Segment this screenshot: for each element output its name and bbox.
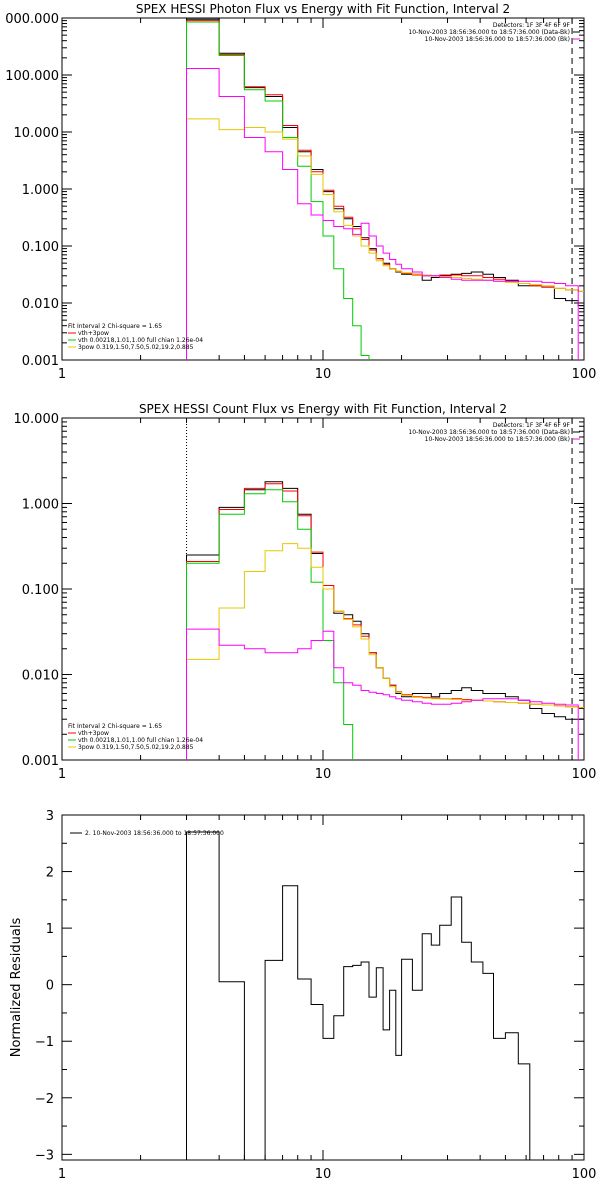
fit-legend-text: 3pow 0.319,1.50,7.50,5.02,19.2,0.885: [78, 344, 194, 351]
series-4-line: [186, 118, 584, 360]
x-tick-label: 10: [315, 767, 332, 782]
x-tick-label: 100: [572, 767, 597, 782]
fit-legend-header: Fit Interval 2 Chi-square = 1.65: [68, 323, 162, 330]
y-tick-label: −2: [35, 1092, 54, 1107]
x-tick-label: 10: [315, 1167, 332, 1182]
fit-legend-text: 3pow 0.319,1.50,7.50,5.02,19.2,0.885: [78, 744, 194, 751]
y-axis-label: Normalized Residuals: [9, 918, 24, 1058]
y-tick-label: 0: [46, 979, 54, 994]
x-tick-label: 1: [58, 1167, 66, 1182]
data-series-group: [186, 481, 584, 760]
y-tick-label: −3: [35, 1148, 54, 1163]
fit-legend-text: vth+3pow: [78, 730, 109, 737]
y-tick-label: 2: [46, 866, 54, 881]
y-tick-label: 0.100: [22, 240, 59, 255]
y-tick-label: 0.100: [22, 583, 59, 598]
top-legend-text: 10-Nov-2003 18:56:36.000 to 18:57:36.000…: [425, 36, 570, 43]
panel-3: 1 10 100 −3 −2 −1 0 1 2 3 Normalized Residuals 2. 1…: [9, 809, 596, 1182]
fit-legend-text: vth 0.00218,1.01,1.00 full chian 1.26e-0…: [78, 337, 203, 344]
x-tick-label: 1: [58, 767, 66, 782]
y-tick-label: 10.000: [14, 412, 60, 427]
x-tick-label: 100: [572, 1167, 597, 1182]
top-legend-text: 10-Nov-2003 18:56:36.000 to 18:57:36.000…: [408, 29, 570, 36]
data-series-group: [186, 831, 542, 1160]
panel-2: SPEX HESSI Count Flux vs Energy with Fit…: [14, 402, 597, 782]
series-3-line: [186, 489, 354, 760]
y-tick-label: −1: [35, 1035, 54, 1050]
top-legend-text: Detectors: 1F 3F 4F 6F 9F: [493, 22, 571, 29]
y-tick-label: 0.010: [22, 669, 59, 684]
series-4-line: [186, 543, 584, 760]
y-tick-label: 1.000: [22, 183, 59, 198]
y-tick-label: 100.000: [5, 69, 59, 84]
data-series-group: [186, 18, 584, 360]
series-2-line: [186, 20, 584, 360]
fit-legend-header: Fit Interval 2 Chi-square = 1.65: [68, 723, 162, 730]
chart-title: SPEX HESSI Photon Flux vs Energy with Fi…: [136, 2, 510, 16]
y-tick-label: 3: [46, 809, 54, 824]
y-tick-label: 0.001: [22, 754, 59, 769]
y-tick-label: 0.010: [22, 297, 59, 312]
y-tick-label: 0.001: [22, 354, 59, 369]
x-tick-label: 1: [58, 367, 66, 382]
y-tick-label: 1.000: [22, 498, 59, 513]
series-5-line: [186, 628, 579, 760]
fit-legend-text: vth 0.00218,1.01,1.00 full chian 1.26e-0…: [78, 737, 203, 744]
top-legend-text: 10-Nov-2003 18:56:36.000 to 18:57:36.000…: [425, 436, 570, 443]
series-1-line: [186, 481, 584, 760]
chart-title: SPEX HESSI Count Flux vs Energy with Fit…: [139, 402, 507, 416]
series-1-line: [186, 831, 542, 1160]
plot-frame: [61, 814, 585, 1161]
series-3-line: [186, 21, 370, 360]
y-tick-label: 000.000: [5, 12, 59, 27]
y-tick-label: 10.000: [14, 126, 60, 141]
fit-legend-text: vth+3pow: [78, 330, 109, 337]
panel-1: SPEX HESSI Photon Flux vs Energy with Fi…: [5, 2, 596, 382]
x-tick-label: 10: [315, 367, 332, 382]
top-legend-text: Detectors: 1F 3F 4F 6F 9F: [493, 422, 571, 429]
series-2-line: [186, 483, 584, 760]
top-legend-text: 10-Nov-2003 18:56:36.000 to 18:57:36.000…: [408, 429, 570, 436]
series-1-line: [186, 18, 584, 360]
series-5-line: [186, 68, 579, 360]
legend-text: 2. 10-Nov-2003 18:56:36.000 to 18:57:36.…: [85, 830, 224, 837]
y-tick-label: 1: [46, 922, 54, 937]
x-tick-label: 100: [572, 367, 597, 382]
